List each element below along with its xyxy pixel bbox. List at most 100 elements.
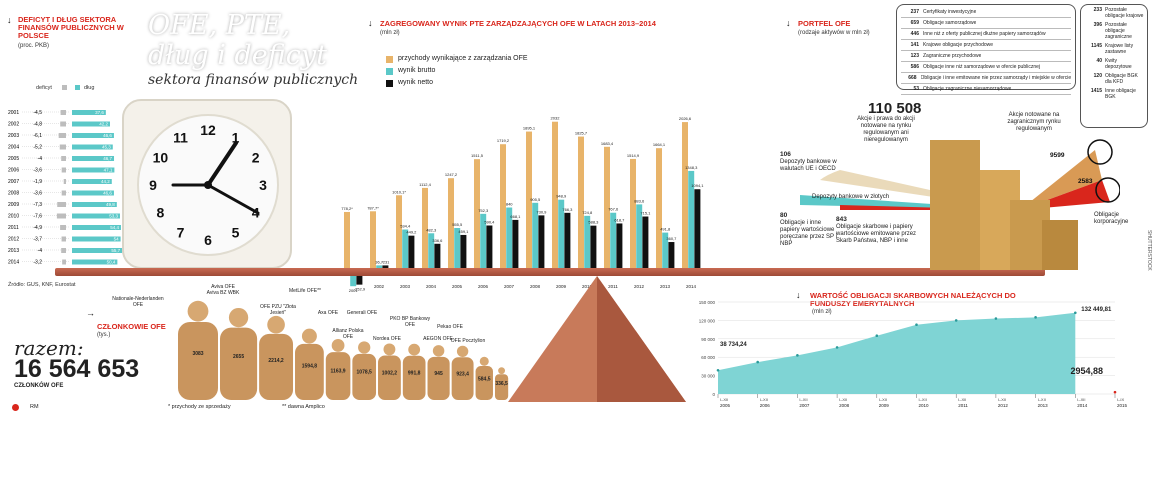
deficit-year-label: 2013 bbox=[8, 248, 19, 254]
pte-value-label: 1895,1 bbox=[523, 126, 536, 131]
debt-value-label: 46,7 bbox=[103, 156, 112, 161]
debt-value-label: 54,4 bbox=[110, 225, 119, 230]
portfolio-big-value: 110 508 bbox=[868, 100, 922, 117]
arrow-down-icon: ↓ bbox=[796, 290, 801, 300]
clock-number: 10 bbox=[153, 150, 169, 166]
bonds-xlabel-range: I–XII bbox=[839, 397, 847, 402]
bonds-xlabel-year: 2005 bbox=[720, 403, 731, 408]
pte-bar bbox=[642, 216, 649, 268]
deficit-value-label: -4,5 bbox=[33, 110, 42, 116]
bonds-point bbox=[915, 323, 918, 326]
member-figure-head bbox=[331, 339, 345, 352]
member-name-label: Axa OFE bbox=[318, 310, 339, 316]
portfolio-title: PORTFEL OFE bbox=[798, 19, 851, 28]
pte-bar bbox=[538, 215, 545, 268]
pte-year-label: 2002 bbox=[374, 284, 385, 289]
dep-foreign-label: Depozyty bankowe w walutach UE i OECD bbox=[780, 159, 837, 172]
pte-bar bbox=[578, 136, 584, 268]
bonds-xlabel-year: 2008 bbox=[839, 403, 850, 408]
pte-value-label: 1112,4 bbox=[419, 182, 431, 187]
deficit-value-label: -7,6 bbox=[33, 214, 42, 220]
pte-value-label: 1514,9 bbox=[627, 153, 640, 158]
bonds-ytick: 150 000 bbox=[699, 300, 716, 305]
bonds-point bbox=[954, 319, 958, 322]
bonds-xlabel-year: 2013 bbox=[1038, 403, 1049, 408]
portfolio-box-1: 237 Certyfikaty inwestycyjne 659 Obligacje … bbox=[896, 4, 1076, 95]
deficit-value-label: -7,3 bbox=[33, 202, 42, 208]
bonds-area bbox=[718, 312, 1076, 394]
pte-bar bbox=[610, 212, 617, 268]
bonds-xlabel-year: 2015 bbox=[1117, 403, 1128, 408]
balance-pyramid bbox=[508, 276, 686, 402]
pte-bar bbox=[694, 189, 701, 268]
debt-bar bbox=[72, 167, 115, 173]
pte-value-label: 1094,1 bbox=[691, 183, 704, 188]
pte-year-label: 2009 bbox=[556, 284, 567, 289]
deficit-year-label: 2004 bbox=[8, 145, 19, 151]
bonds-title: WARTOŚĆ OBLIGACJI SKARBOWYCH NALEŻĄCYCH … bbox=[810, 291, 1016, 308]
debt-value-label: 55,7 bbox=[111, 248, 120, 253]
pte-bar bbox=[350, 268, 357, 287]
portfolio-box-row: 53 Obligacje zagraniczne niesamorządowe bbox=[901, 84, 1071, 95]
portfolio-box-row: 123 Zagraniczne przychodowe bbox=[901, 51, 1071, 62]
bonds-ytick: 60 000 bbox=[701, 355, 715, 360]
pte-bar bbox=[656, 148, 662, 268]
pte-year-label: 2006 bbox=[478, 284, 489, 289]
deficit-bar bbox=[59, 144, 66, 150]
debt-value-label: 46,6 bbox=[103, 191, 112, 196]
members-total-label: razem: bbox=[14, 336, 84, 360]
deficit-value-label: -3,6 bbox=[33, 191, 42, 197]
bonds-point bbox=[1113, 390, 1117, 394]
logo-icon bbox=[12, 404, 19, 411]
member-value-label: 1078,5 bbox=[357, 369, 373, 375]
pte-bar bbox=[552, 121, 558, 268]
bonds-last-label: 2954,88 bbox=[1070, 366, 1103, 376]
pte-value-label: 840 bbox=[506, 202, 513, 207]
member-figure-body bbox=[220, 327, 258, 400]
pte-value-label: 668,1 bbox=[510, 214, 521, 219]
member-figure-body bbox=[178, 322, 218, 400]
box-label: Obligacje zagraniczne niesamorządowe bbox=[923, 86, 1012, 92]
deficit-bar bbox=[61, 236, 66, 242]
bonds-xlabel-year: 2014 bbox=[1077, 403, 1088, 408]
legend-swatch-debt bbox=[75, 85, 80, 90]
pte-value-label: 2032 bbox=[551, 116, 561, 121]
member-name-label: Generali OFE bbox=[347, 310, 378, 316]
deficit-value-label: -4,8 bbox=[33, 122, 42, 128]
deficit-bar bbox=[61, 167, 66, 173]
member-name-label: OFE bbox=[133, 302, 144, 308]
box-value: 446 bbox=[910, 31, 919, 37]
coin-stacks bbox=[930, 140, 1078, 270]
debt-value-label: 37,6 bbox=[95, 110, 104, 115]
clock-number: 1 bbox=[232, 129, 240, 145]
debt-bar bbox=[72, 225, 121, 230]
box-label: Inne obligacje BGK bbox=[1105, 88, 1136, 100]
portfolio-box-row: 586 Obligacje inne niż samorządowe w ofer… bbox=[901, 62, 1071, 73]
bonds-xlabel-year: 2011 bbox=[958, 403, 968, 408]
member-figure-head bbox=[267, 315, 285, 334]
portfolio-box-row: 237 Certyfikaty inwestycyjne bbox=[901, 7, 1071, 18]
box-value: 141 bbox=[910, 42, 919, 48]
pte-value-label: 1683,4 bbox=[601, 141, 614, 146]
pte-bar bbox=[408, 235, 415, 268]
member-value-label: 336,5 bbox=[495, 381, 508, 387]
debt-value-label: 53,3 bbox=[109, 214, 118, 219]
pte-value-label: 590,4 bbox=[484, 219, 495, 224]
pte-chart: 778,2* 2001-252,9 787,7* 36,7-231 2002 1010,1… bbox=[341, 116, 704, 294]
member-value-label: 923,4 bbox=[456, 371, 469, 377]
deficit-value-label: -4 bbox=[38, 248, 43, 254]
deficit-year-label: 2002 bbox=[8, 122, 19, 128]
dep-foreign-value: 106 bbox=[780, 151, 791, 158]
member-name-label: OFE Pocztylion bbox=[451, 338, 486, 344]
deficit-bar bbox=[60, 225, 66, 230]
arrow-right-icon: → bbox=[86, 308, 95, 318]
pte-value-label: 730,9 bbox=[536, 209, 547, 214]
pte-value-label: 1664,1 bbox=[653, 142, 666, 147]
pte-value-label: -252,9 bbox=[354, 287, 366, 292]
portfolio-credit: SHUTTERSTOCK bbox=[1146, 230, 1152, 271]
deficit-year-label: 2006 bbox=[8, 168, 19, 174]
debt-value-label: 42,2 bbox=[99, 122, 108, 127]
portfolio-chart bbox=[800, 139, 1120, 270]
